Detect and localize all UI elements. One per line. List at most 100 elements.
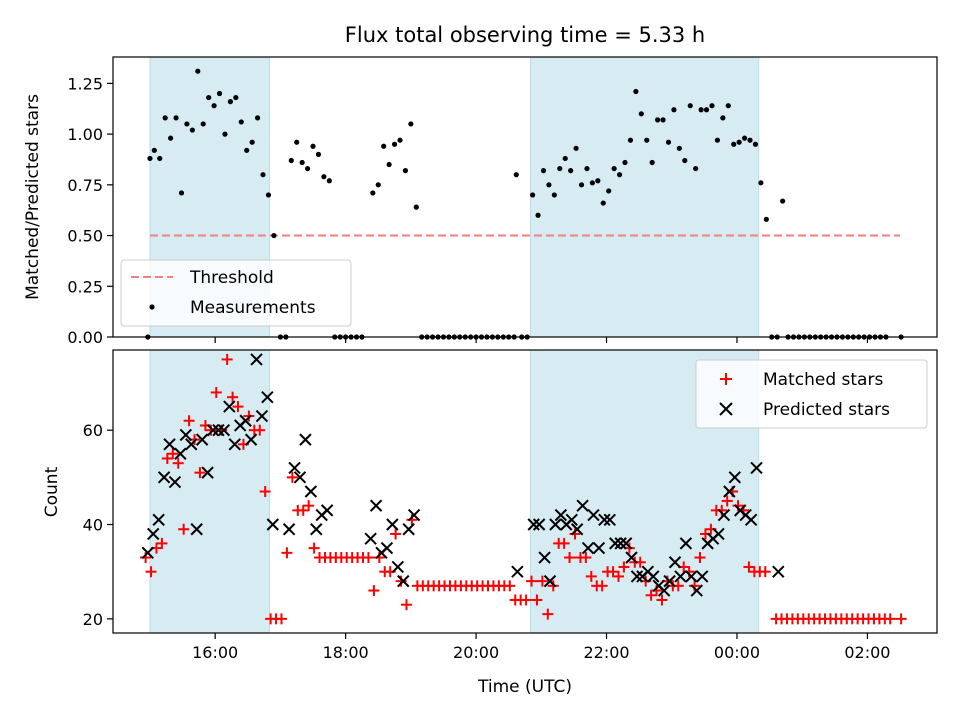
matched-star-point (368, 585, 380, 597)
predicted-star-point (728, 471, 742, 484)
matched-star-point (227, 391, 239, 403)
predicted-star-point (174, 447, 187, 460)
measurement-point (397, 137, 403, 143)
predicted-star-point (750, 461, 763, 475)
measurement-point (386, 161, 392, 168)
predicted-star-point (364, 532, 377, 545)
predicted-star-point (190, 523, 203, 536)
predicted-star-point (168, 475, 182, 489)
measurement-point (600, 200, 606, 206)
measurement-point (216, 90, 223, 97)
matched-star-point (145, 566, 157, 578)
matched-star-point (526, 575, 538, 587)
predicted-star-point (293, 471, 307, 484)
predicted-star-point (549, 518, 562, 531)
y-tick-label: 0.50 (67, 227, 103, 246)
bottom-plot-frame (112, 349, 938, 634)
predicted-star-point (261, 390, 274, 404)
bottom-y-axis-label: Count (42, 466, 62, 517)
x-tick-label: 02:00 (844, 643, 890, 662)
predicted-star-point (603, 513, 616, 527)
matched-star-point (395, 575, 407, 587)
bottom-shaded-intervals (149, 349, 760, 634)
measurement-point (703, 107, 710, 113)
predicted-star-point (397, 574, 410, 588)
predicted-star-point (201, 466, 214, 479)
measurement-point (747, 137, 753, 143)
measurement-point (184, 121, 190, 127)
measurement-point (627, 137, 634, 143)
y-tick-label: 40 (83, 516, 103, 535)
predicted-star-point (310, 523, 323, 536)
measurement-point (540, 168, 547, 174)
x-tick-label: 20:00 (453, 643, 499, 662)
predicted-star-point (532, 518, 546, 531)
matched-star-point (580, 552, 592, 564)
predicted-star-point (630, 570, 644, 583)
legend-threshold: Threshold (189, 268, 274, 288)
matched-star-point (194, 467, 206, 479)
measurement-point (622, 159, 628, 166)
x-tick-label: 16:00 (192, 643, 238, 662)
predicted-star-point (609, 537, 622, 550)
y-tick-label: 0.25 (67, 277, 103, 296)
measurement-point (200, 121, 206, 127)
top-plot: 0.00 0.25 0.50 0.75 1.00 1.25 Matched/Predict… (23, 56, 938, 347)
measurement-point (562, 155, 568, 162)
y-tick-label: 1.00 (67, 125, 103, 144)
bottom-y-ticks: 20 40 60 (83, 421, 113, 629)
measurement-point (557, 165, 563, 172)
matched-star-point (232, 401, 244, 413)
predicted-star-point (288, 461, 301, 475)
measurement-point (644, 137, 650, 143)
measurement-point (375, 182, 381, 188)
x-tick-label: 22:00 (583, 643, 629, 662)
predicted-star-point (244, 433, 258, 446)
matched-star-point (542, 608, 554, 620)
measurement-point (693, 165, 699, 172)
legend-predicted-stars: Predicted stars (763, 400, 890, 420)
matched-star-point (547, 580, 559, 592)
matched-star-point (585, 570, 597, 582)
measurement-point (222, 131, 228, 137)
top-x-ticks (214, 337, 869, 343)
measurements-legend-swatch (149, 304, 155, 310)
matched-star-point (618, 561, 630, 573)
predicted-star-point (674, 570, 687, 583)
measurement-point (725, 103, 731, 109)
measurement-point (206, 94, 212, 101)
measurement-point (326, 178, 332, 184)
top-legend: Threshold Measurements (120, 259, 352, 327)
legend-measurements: Measurements (190, 298, 316, 318)
matched-star-point (504, 580, 516, 592)
matched-star-point (884, 613, 896, 625)
measurement-point (233, 94, 239, 101)
measurement-point (687, 103, 693, 109)
measurement-point (676, 145, 682, 151)
top-legend-box (120, 259, 352, 327)
predicted-star-point (402, 523, 415, 536)
measurement-point (698, 107, 704, 113)
matched-star-point (390, 528, 402, 540)
measurement-point (227, 99, 234, 105)
measurement-point (315, 151, 322, 157)
measurement-point (741, 135, 748, 141)
measurement-point (709, 103, 715, 109)
predicted-star-point (668, 556, 682, 569)
predicted-star-point (147, 527, 160, 541)
matched-star-point (645, 589, 657, 601)
predicted-star-point (614, 537, 627, 550)
predicted-star-point (141, 546, 154, 560)
matched-star-point (297, 504, 309, 516)
predicted-star-point (647, 570, 660, 583)
matched-star-point (531, 594, 543, 606)
y-tick-label: 20 (83, 610, 103, 629)
predicted-star-point (212, 423, 225, 437)
measurement-point (578, 182, 585, 188)
predicted-star-point (712, 527, 725, 541)
measurement-point (720, 115, 726, 121)
matched-star-point (178, 523, 190, 535)
predicted-star-point (157, 471, 171, 484)
predicted-star-point (570, 523, 584, 536)
matched-star-point (759, 566, 771, 578)
